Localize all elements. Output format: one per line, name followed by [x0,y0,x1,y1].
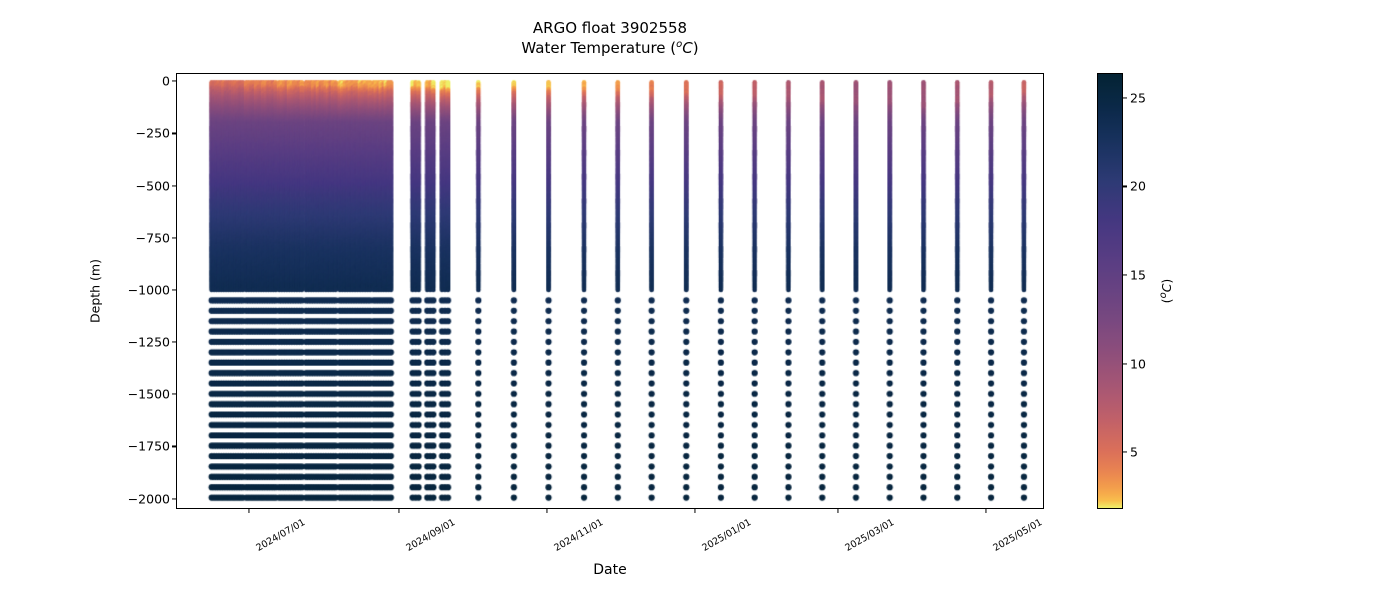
x-tick-label: 2024/09/01 [404,517,458,554]
title-block: ARGO float 3902558 Water Temperature (oC… [176,18,1044,59]
y-tick-mark [171,341,176,343]
colorbar-tick-mark [1123,363,1128,365]
y-tick-label: −500 [135,178,170,194]
x-tick-mark [248,509,250,514]
colorbar-unit: C [1159,283,1175,293]
colorbar-tick-mark [1123,451,1128,453]
y-tick-label: −250 [135,125,170,141]
colorbar-tick-label: 15 [1130,267,1146,283]
colorbar-tick-label: 10 [1130,356,1146,372]
y-axis-label: Depth (m) [87,259,103,323]
colorbar-tick-label: 25 [1130,90,1146,106]
y-tick-label: −1500 [127,386,170,402]
x-tick-mark [398,509,400,514]
x-tick-mark [985,509,987,514]
colorbar-label: (oC) [1158,279,1174,304]
y-tick-mark [171,132,176,135]
y-tick-label: −750 [135,230,170,246]
x-axis-label: Date [593,562,627,578]
subtitle-unit: C [682,39,693,58]
plot-axes [176,73,1044,509]
figure-subtitle: Water Temperature (oC) [176,38,1044,58]
colorbar-tick-label: 5 [1130,444,1138,460]
subtitle-degree-superscript: o [676,39,683,51]
colorbar-tick-mark [1123,97,1128,99]
y-tick-mark [171,237,176,239]
y-tick-label: −1250 [127,334,170,350]
x-tick-mark [546,509,548,514]
colorbar-tick-mark [1123,185,1128,187]
x-tick-label: 2025/01/01 [700,517,754,554]
y-tick-label: 0 [162,73,170,89]
x-tick-label: 2025/03/01 [843,517,897,554]
colorbar-tick-mark [1123,274,1128,276]
y-tick-mark [171,498,176,500]
y-tick-label: −2000 [127,491,170,507]
figure-title: ARGO float 3902558 [532,19,688,37]
x-tick-label: 2024/11/01 [552,517,606,554]
x-tick-mark [694,509,696,514]
colorbar-label-close: ) [1159,278,1175,284]
y-tick-mark [171,289,176,291]
colorbar-tick-label: 20 [1130,178,1146,194]
colorbar [1097,73,1123,509]
colorbar-gradient [1098,74,1122,508]
y-tick-label: −1750 [127,438,170,454]
y-tick-mark [171,445,176,447]
x-tick-label: 2025/05/01 [991,517,1045,554]
x-tick-label: 2024/07/01 [254,517,307,554]
y-tick-mark [171,185,176,187]
temperature-scatter-plot [177,74,1043,508]
subtitle-suffix: ) [692,39,699,58]
colorbar-degree-superscript: o [1157,292,1169,299]
y-tick-mark [171,393,176,395]
subtitle-prefix: Water Temperature ( [521,39,677,58]
x-tick-mark [837,509,839,514]
y-tick-mark [171,80,176,82]
y-tick-label: −1000 [127,282,170,298]
colorbar-label-open: ( [1159,298,1175,304]
